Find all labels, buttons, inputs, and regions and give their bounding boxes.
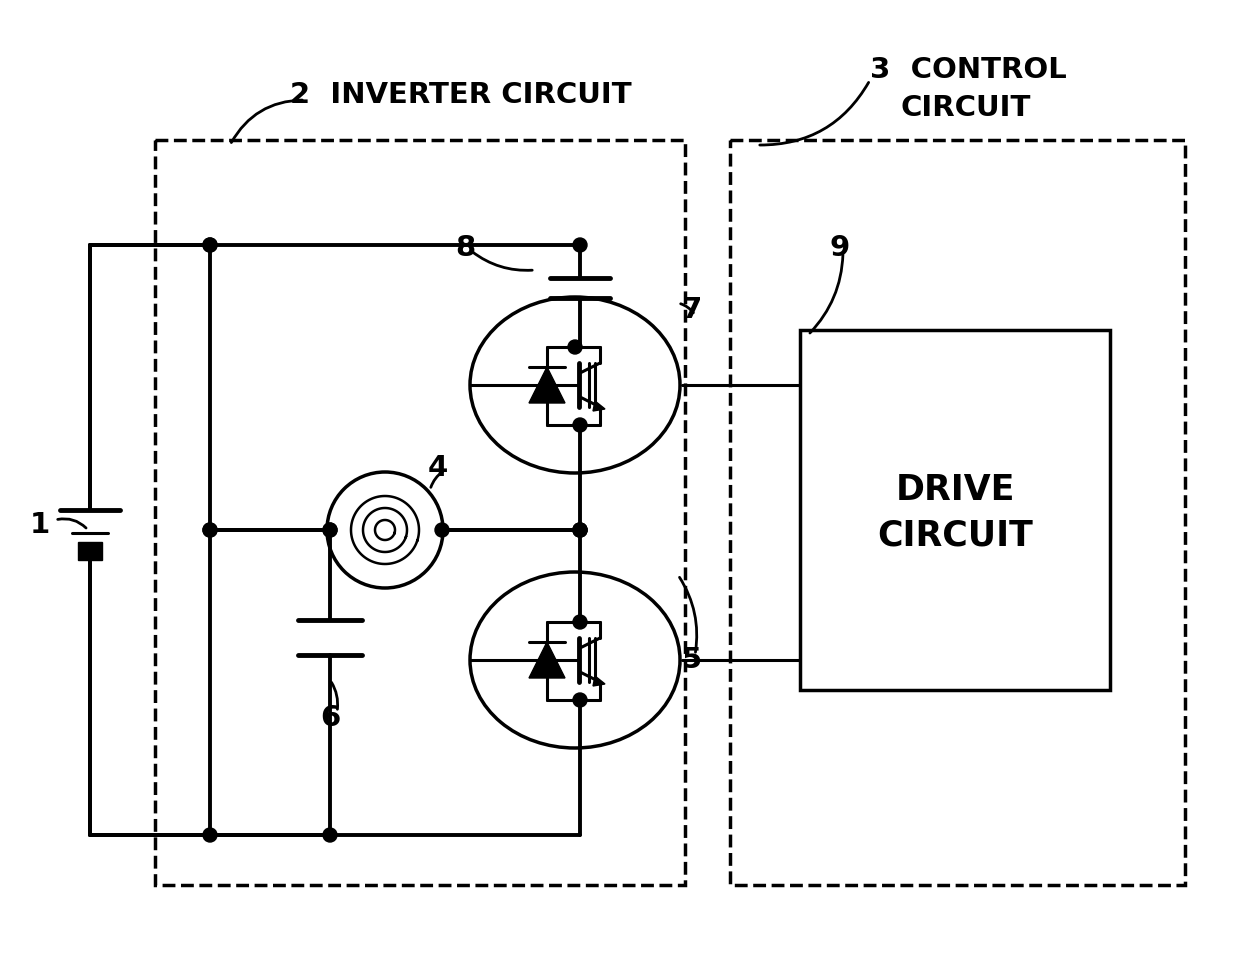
- Circle shape: [323, 523, 337, 537]
- Polygon shape: [593, 676, 605, 686]
- Circle shape: [572, 615, 587, 629]
- Polygon shape: [593, 401, 605, 411]
- Circle shape: [203, 828, 217, 842]
- Text: 1: 1: [30, 511, 50, 539]
- Circle shape: [435, 523, 449, 537]
- Bar: [800, 330, 1110, 690]
- Text: 2  INVERTER CIRCUIT: 2 INVERTER CIRCUIT: [290, 81, 632, 109]
- Circle shape: [203, 523, 217, 537]
- Circle shape: [572, 523, 587, 537]
- Text: CIRCUIT: CIRCUIT: [900, 94, 1031, 122]
- Circle shape: [572, 693, 587, 707]
- Text: 6: 6: [320, 704, 341, 732]
- Polygon shape: [529, 642, 565, 678]
- Circle shape: [203, 523, 217, 537]
- Circle shape: [572, 238, 587, 252]
- Text: 9: 9: [830, 234, 850, 262]
- Text: 3  CONTROL: 3 CONTROL: [870, 56, 1067, 84]
- Bar: [730, 140, 1184, 885]
- Bar: [155, 140, 685, 885]
- Circle shape: [572, 418, 587, 432]
- Text: 5: 5: [681, 646, 703, 674]
- Text: DRIVE: DRIVE: [896, 473, 1015, 507]
- Bar: [78, 542, 102, 560]
- Circle shape: [203, 238, 217, 252]
- Text: 7: 7: [681, 296, 703, 324]
- Text: 4: 4: [427, 454, 449, 482]
- Text: CIRCUIT: CIRCUIT: [877, 518, 1033, 552]
- Circle shape: [572, 523, 587, 537]
- Circle shape: [323, 828, 337, 842]
- Circle shape: [203, 238, 217, 252]
- Polygon shape: [529, 367, 565, 403]
- Text: 8: 8: [455, 234, 475, 262]
- Circle shape: [572, 523, 587, 537]
- Circle shape: [567, 340, 582, 354]
- Circle shape: [323, 523, 337, 537]
